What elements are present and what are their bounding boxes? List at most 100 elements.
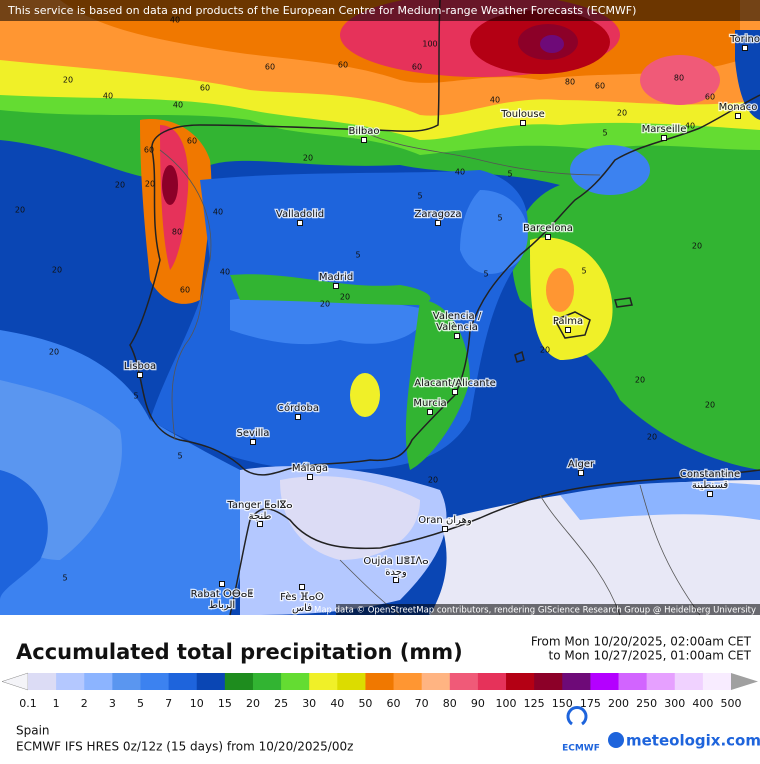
- contour-label: 100: [422, 40, 437, 49]
- city-marker: [578, 470, 584, 476]
- legend-swatch: [506, 673, 535, 690]
- map: 40 100 60 60 60 60 40 20 40 60 60 20 20 40 80 60 40 20 20 2…: [0, 0, 760, 616]
- contour-label: 60: [144, 146, 154, 155]
- legend-swatch: [562, 673, 591, 690]
- city-marker: [545, 234, 551, 240]
- legend-swatch: [28, 673, 57, 690]
- contour-label: 20: [635, 376, 645, 385]
- contour-label: 20: [15, 206, 25, 215]
- legend-label: 7: [165, 697, 172, 710]
- contour-label: 60: [412, 63, 422, 72]
- legend-swatch: [646, 673, 676, 690]
- legend-label: 15: [218, 697, 232, 710]
- legend-label: 150: [552, 697, 573, 710]
- city-label: Valencia /: [433, 311, 482, 322]
- legend-swatch: [281, 673, 310, 690]
- legend-label: 20: [246, 697, 260, 710]
- city-label: Alger: [568, 459, 595, 470]
- legend-arrow-high: [731, 673, 758, 690]
- city-marker: [250, 439, 256, 445]
- city-marker: [393, 577, 399, 583]
- contour-label: 40: [173, 101, 183, 110]
- legend-label: 0.1: [19, 697, 37, 710]
- contour-label: 5: [62, 574, 67, 583]
- legend-swatch: [337, 673, 366, 690]
- city-marker: [520, 120, 526, 126]
- legend-label: 25: [274, 697, 288, 710]
- legend-swatch: [168, 673, 198, 690]
- contour-label: 60: [200, 84, 210, 93]
- contour-label: 20: [49, 348, 59, 357]
- contour-label: 20: [115, 181, 125, 190]
- legend: 0.1 1 2 3 5 7 10 15 20 25 30 40 50 60 70 80 90 100 125 150 1…: [1, 672, 758, 710]
- city-label: Córdoba: [277, 402, 319, 414]
- city-marker: [435, 220, 441, 226]
- contour-label: 5: [581, 267, 586, 276]
- contour-label: 20: [647, 433, 657, 442]
- legend-swatch: [477, 673, 507, 690]
- city-marker: [442, 526, 448, 532]
- contour-label: 40: [455, 168, 465, 177]
- city-label: Valladolid: [276, 209, 324, 220]
- legend-label: 30: [302, 697, 316, 710]
- legend-label: 5: [137, 697, 144, 710]
- meteologix-logo[interactable]: meteologix.com: [608, 732, 760, 750]
- city-label: Torino: [729, 34, 760, 45]
- legend-label: 50: [358, 697, 372, 710]
- contour-label: 20: [145, 180, 155, 189]
- contour-label: 20: [540, 346, 550, 355]
- legend-label: 200: [608, 697, 629, 710]
- city-label: Oran وهران: [418, 515, 472, 526]
- period-to: to Mon 10/27/2025, 01:00am CET: [549, 649, 752, 663]
- city-label: Constantine: [680, 469, 740, 480]
- city-label: Madrid: [319, 272, 353, 283]
- city-label: Tanger ⵟⴰⵏⴵⴰ: [226, 500, 292, 511]
- model-info: ECMWF IFS HRES 0z/12z (15 days) from 10/…: [16, 740, 353, 754]
- contour-label: 40: [103, 92, 113, 101]
- legend-swatch: [393, 673, 423, 690]
- legend-label: 3: [109, 697, 116, 710]
- contour-label: 60: [187, 137, 197, 146]
- legend-label: 90: [471, 697, 485, 710]
- contour-label: 20: [705, 401, 715, 410]
- legend-label: 250: [636, 697, 657, 710]
- city-marker: [297, 220, 303, 226]
- city-label: Murcia: [413, 398, 446, 409]
- city-label: طنجة: [249, 511, 272, 522]
- legend-label: 60: [387, 697, 401, 710]
- meteologix-text[interactable]: meteologix.com: [626, 732, 760, 750]
- city-marker: [361, 137, 367, 143]
- city-label: Marseille: [642, 124, 687, 135]
- contour-label: 40: [220, 268, 230, 277]
- period-from: From Mon 10/20/2025, 02:00am CET: [531, 635, 752, 649]
- city-marker: [427, 409, 433, 415]
- contour-labels: 40 100 60 60 60 60 40 20 40 60 60 20 20 40 80 60 40 20 20 2…: [15, 16, 715, 583]
- city-label: Zaragoza: [414, 209, 461, 220]
- legend-label: 40: [330, 697, 344, 710]
- contour-label: 5: [497, 214, 502, 223]
- legend-label: 500: [721, 697, 742, 710]
- contour-label: 5: [602, 129, 607, 138]
- city-label: فاس: [292, 603, 312, 614]
- city-label: València: [436, 321, 478, 333]
- legend-swatch: [84, 673, 113, 690]
- city-label: Toulouse: [500, 109, 544, 120]
- contour-label: 20: [692, 242, 702, 251]
- coastlines: [129, 0, 760, 616]
- city-marker: [661, 135, 667, 141]
- contour-label: 80: [674, 74, 684, 83]
- legend-swatch: [112, 673, 141, 690]
- contour-label: 5: [417, 192, 422, 201]
- legend-swatch: [224, 673, 254, 690]
- legend-label: 2: [81, 697, 88, 710]
- city-label: Palma: [553, 316, 583, 327]
- legend-label: 100: [496, 697, 517, 710]
- city-label: Lisboa: [124, 361, 156, 372]
- city-label: Barcelona: [523, 223, 573, 234]
- city-label: Rabat ⵔⴱⴰⵟ: [191, 589, 254, 600]
- contour-label: 20: [428, 476, 438, 485]
- city-label: Fès ⴼⴰⵙ: [280, 591, 324, 603]
- city-labels: Bilbao Toulouse Marseille Monaco Torino Valla…: [123, 33, 760, 616]
- city-label: Oujda ⵡⴻⵊⴷⴰ: [363, 556, 428, 567]
- contour-label: 40: [685, 122, 695, 131]
